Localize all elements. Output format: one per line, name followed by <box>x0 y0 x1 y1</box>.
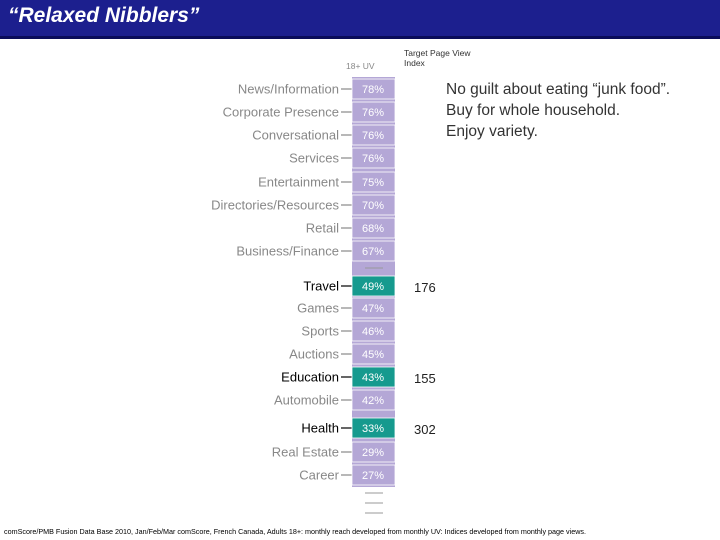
uv-value-label: 47% <box>362 303 384 315</box>
uv-cell <box>351 417 396 439</box>
index-value-label: 176 <box>414 280 436 295</box>
uv-cell <box>351 171 396 193</box>
uv-cell <box>351 441 396 463</box>
title-bar: “Relaxed Nibblers” <box>0 0 720 39</box>
uv-cell <box>351 366 396 388</box>
uv-cell <box>351 147 396 169</box>
uv-value-label: 75% <box>362 177 384 189</box>
category-label: Conversational <box>252 128 339 143</box>
uv-value-label: 76% <box>362 130 384 142</box>
uv-value-label: 45% <box>362 349 384 361</box>
category-label: Travel <box>303 279 339 294</box>
uv-cell <box>351 217 396 239</box>
index-column-header: Target Page View Index <box>404 48 471 68</box>
category-label: Education <box>281 370 339 385</box>
category-label: Career <box>299 468 339 483</box>
uv-value-label: 46% <box>362 326 384 338</box>
uv-value-label: 76% <box>362 107 384 119</box>
category-label: Health <box>301 421 339 436</box>
uv-cell <box>351 343 396 365</box>
uv-cell <box>351 275 396 297</box>
uv-value-label: 43% <box>362 372 384 384</box>
uv-value-label: 70% <box>362 200 384 212</box>
uv-value-label: 42% <box>362 395 384 407</box>
index-value-label: 155 <box>414 371 436 386</box>
category-label: Games <box>297 301 339 316</box>
reach-table-chart: News/Information 78% Corporate Presence 76%… <box>211 77 436 514</box>
uv-value-label: 76% <box>362 153 384 165</box>
source-footnote: comScore/PMB Fusion Data Base 2010, Jan/… <box>4 527 587 536</box>
category-label: News/Information <box>238 82 339 97</box>
index-value-label: 302 <box>414 422 436 437</box>
category-label: Entertainment <box>258 175 339 190</box>
uv-value-label: 49% <box>362 281 384 293</box>
uv-value-label: 78% <box>362 84 384 96</box>
category-label: Retail <box>306 221 339 236</box>
uv-cell <box>351 240 396 262</box>
uv-cell <box>351 101 396 123</box>
uv-value-label: 67% <box>362 246 384 258</box>
category-label: Automobile <box>274 393 339 408</box>
uv-cell <box>351 78 396 100</box>
category-label: Real Estate <box>272 445 339 460</box>
uv-column-header: 18+ UV <box>346 61 375 71</box>
uv-value-label: 29% <box>362 447 384 459</box>
category-label: Auctions <box>289 347 339 362</box>
category-label: Corporate Presence <box>223 105 339 120</box>
uv-value-label: 68% <box>362 223 384 235</box>
uv-cell <box>351 124 396 146</box>
category-label: Services <box>289 151 339 166</box>
uv-value-label: 33% <box>362 423 384 435</box>
uv-cell <box>351 297 396 319</box>
uv-cell <box>351 320 396 342</box>
uv-value-label: 27% <box>362 470 384 482</box>
category-label: Business/Finance <box>236 244 339 259</box>
segment-description: No guilt about eating “junk food”. Buy f… <box>446 81 671 140</box>
category-label: Directories/Resources <box>211 198 339 213</box>
uv-cell <box>351 464 396 486</box>
uv-cell <box>351 389 396 411</box>
category-label: Sports <box>301 324 339 339</box>
page-title: “Relaxed Nibblers” <box>8 4 200 27</box>
uv-cell <box>351 194 396 216</box>
